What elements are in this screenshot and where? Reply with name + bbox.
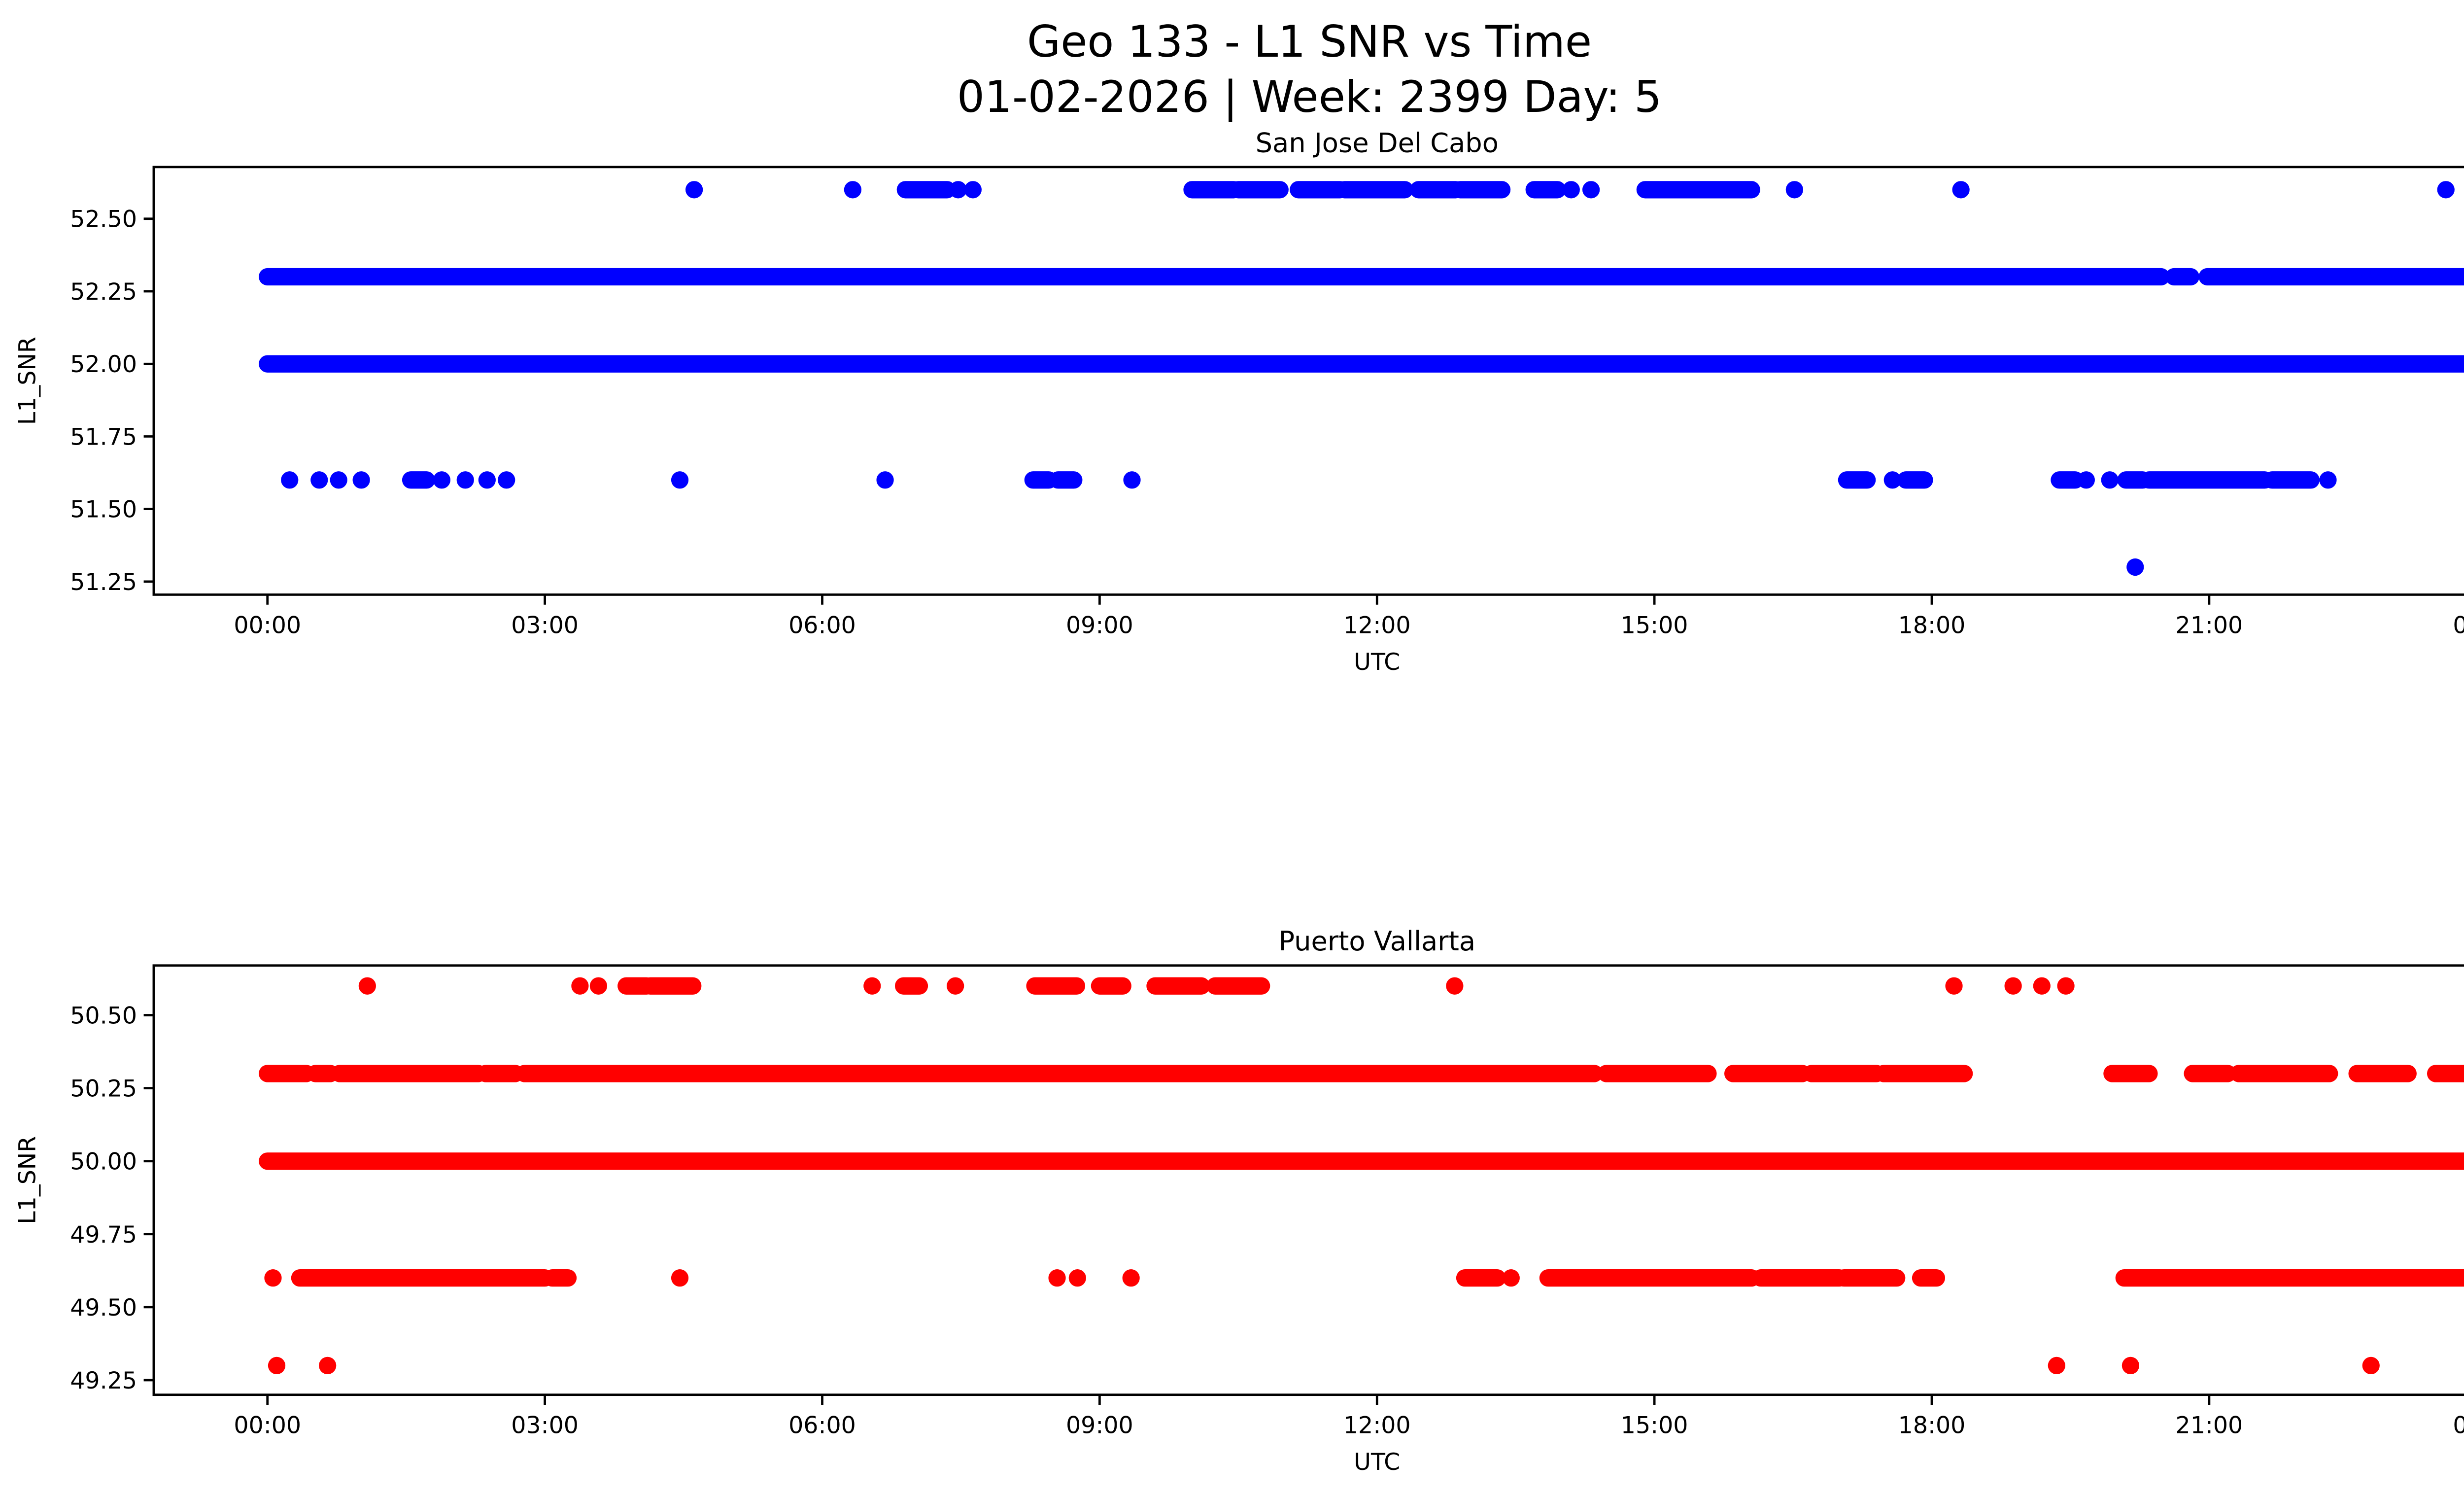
scatter-point bbox=[310, 471, 328, 489]
scatter-point bbox=[2126, 558, 2144, 576]
figure-title-line2: 01-02-2026 | Week: 2399 Day: 5 bbox=[957, 71, 1662, 123]
scatter-point bbox=[1945, 977, 1963, 995]
y-axis-label: L1_SNR bbox=[14, 1136, 41, 1224]
x-tick-label: 18:00 bbox=[1898, 612, 1966, 639]
x-tick-label: 00:00 bbox=[234, 612, 301, 639]
scatter-point bbox=[319, 1356, 337, 1375]
scatter-point bbox=[863, 977, 881, 995]
scatter-point bbox=[876, 471, 894, 489]
scatter-point bbox=[589, 977, 608, 995]
scatter-point bbox=[498, 471, 515, 489]
y-tick-label: 50.25 bbox=[70, 1076, 137, 1103]
scatter-point bbox=[671, 1269, 689, 1287]
y-axis-label: L1_SNR bbox=[14, 337, 41, 425]
y-tick-label: 49.75 bbox=[70, 1221, 137, 1249]
scatter-point bbox=[352, 471, 370, 489]
x-tick-label: 15:00 bbox=[1621, 612, 1688, 639]
y-tick-label: 51.50 bbox=[70, 496, 137, 523]
x-tick-label: 03:00 bbox=[511, 1412, 579, 1439]
scatter-point bbox=[1446, 977, 1464, 995]
scatter-point bbox=[2048, 1356, 2065, 1375]
x-tick-label: 15:00 bbox=[1621, 1412, 1688, 1439]
scatter-point bbox=[2101, 471, 2119, 489]
scatter-point bbox=[264, 1269, 282, 1287]
scatter-point bbox=[1068, 1269, 1086, 1287]
scatter-point bbox=[268, 1356, 286, 1375]
x-tick-label: 18:00 bbox=[1898, 1412, 1966, 1439]
scatter-point bbox=[1123, 471, 1141, 489]
scatter-point bbox=[1562, 181, 1580, 199]
scatter-point bbox=[947, 977, 964, 995]
scatter-point bbox=[1502, 1269, 1520, 1287]
scatter-point bbox=[844, 181, 862, 199]
scatter-point bbox=[685, 181, 703, 199]
subplot-1: Puerto Vallarta 50.50 50.25 50.00 49.75 49.50… bbox=[14, 926, 2464, 1476]
scatter-point bbox=[2057, 977, 2075, 995]
scatter-point bbox=[571, 977, 589, 995]
scatter-point bbox=[433, 471, 451, 489]
x-tick-label: 06:00 bbox=[788, 612, 856, 639]
x-axis-label: UTC bbox=[1354, 1449, 1400, 1476]
scatter-point bbox=[964, 181, 982, 199]
x-tick-label: 12:00 bbox=[1343, 612, 1411, 639]
scatter-point bbox=[1122, 1269, 1140, 1287]
scatter-point bbox=[358, 977, 376, 995]
x-tick-label: 03:00 bbox=[511, 612, 579, 639]
x-tick-label: 09:00 bbox=[1066, 612, 1133, 639]
scatter-point bbox=[671, 471, 689, 489]
y-tick-label: 52.00 bbox=[70, 351, 137, 378]
subplot-0: San Jose Del Cabo 52.50 52.25 52.00 51.75 51.… bbox=[14, 127, 2464, 676]
scatter-point bbox=[2004, 977, 2022, 995]
scatter-point bbox=[1582, 181, 1600, 199]
y-tick-label: 49.50 bbox=[70, 1294, 137, 1321]
y-tick-label: 51.25 bbox=[70, 569, 137, 596]
scatter-point bbox=[1048, 1269, 1066, 1287]
x-tick-label: 12:00 bbox=[1343, 1412, 1411, 1439]
scatter-point bbox=[2362, 1356, 2380, 1375]
scatter-point bbox=[1785, 181, 1804, 199]
y-tick-label: 50.00 bbox=[70, 1148, 137, 1176]
scatter-point bbox=[1883, 471, 1901, 489]
scatter-point bbox=[2122, 1356, 2140, 1375]
x-tick-label: 00:00 bbox=[234, 1412, 301, 1439]
y-tick-label: 51.75 bbox=[70, 423, 137, 451]
scatter-point bbox=[2437, 181, 2455, 199]
scatter-point bbox=[2033, 977, 2051, 995]
subplots-container: San Jose Del Cabo 52.50 52.25 52.00 51.75 51.… bbox=[14, 127, 2464, 1476]
subplot-title: San Jose Del Cabo bbox=[1256, 127, 1499, 158]
x-tick-label: 09:00 bbox=[1066, 1412, 1133, 1439]
scatter-point bbox=[456, 471, 474, 489]
scatter-point bbox=[281, 471, 299, 489]
scatter-point bbox=[1952, 181, 1970, 199]
axes-frame bbox=[152, 166, 2464, 596]
figure-title-line1: Geo 133 - L1 SNR vs Time bbox=[1027, 16, 1592, 67]
scatter-point bbox=[330, 471, 347, 489]
x-tick-label: 21:00 bbox=[2176, 1412, 2243, 1439]
y-tick-label: 52.50 bbox=[70, 206, 137, 233]
scatter-point bbox=[478, 471, 496, 489]
x-axis-label: UTC bbox=[1354, 649, 1400, 676]
scatter-point bbox=[949, 181, 967, 199]
x-tick-label: 00:00 bbox=[2453, 1412, 2464, 1439]
subplot-title: Puerto Vallarta bbox=[1278, 926, 1475, 957]
x-tick-label: 21:00 bbox=[2176, 612, 2243, 639]
y-tick-label: 52.25 bbox=[70, 278, 137, 306]
scatter-point bbox=[2319, 471, 2337, 489]
x-tick-label: 00:00 bbox=[2453, 612, 2464, 639]
y-tick-label: 50.50 bbox=[70, 1002, 137, 1029]
x-tick-label: 06:00 bbox=[788, 1412, 856, 1439]
scatter-point bbox=[2077, 471, 2095, 489]
y-tick-label: 49.25 bbox=[70, 1367, 137, 1394]
axes-frame bbox=[152, 964, 2464, 1396]
